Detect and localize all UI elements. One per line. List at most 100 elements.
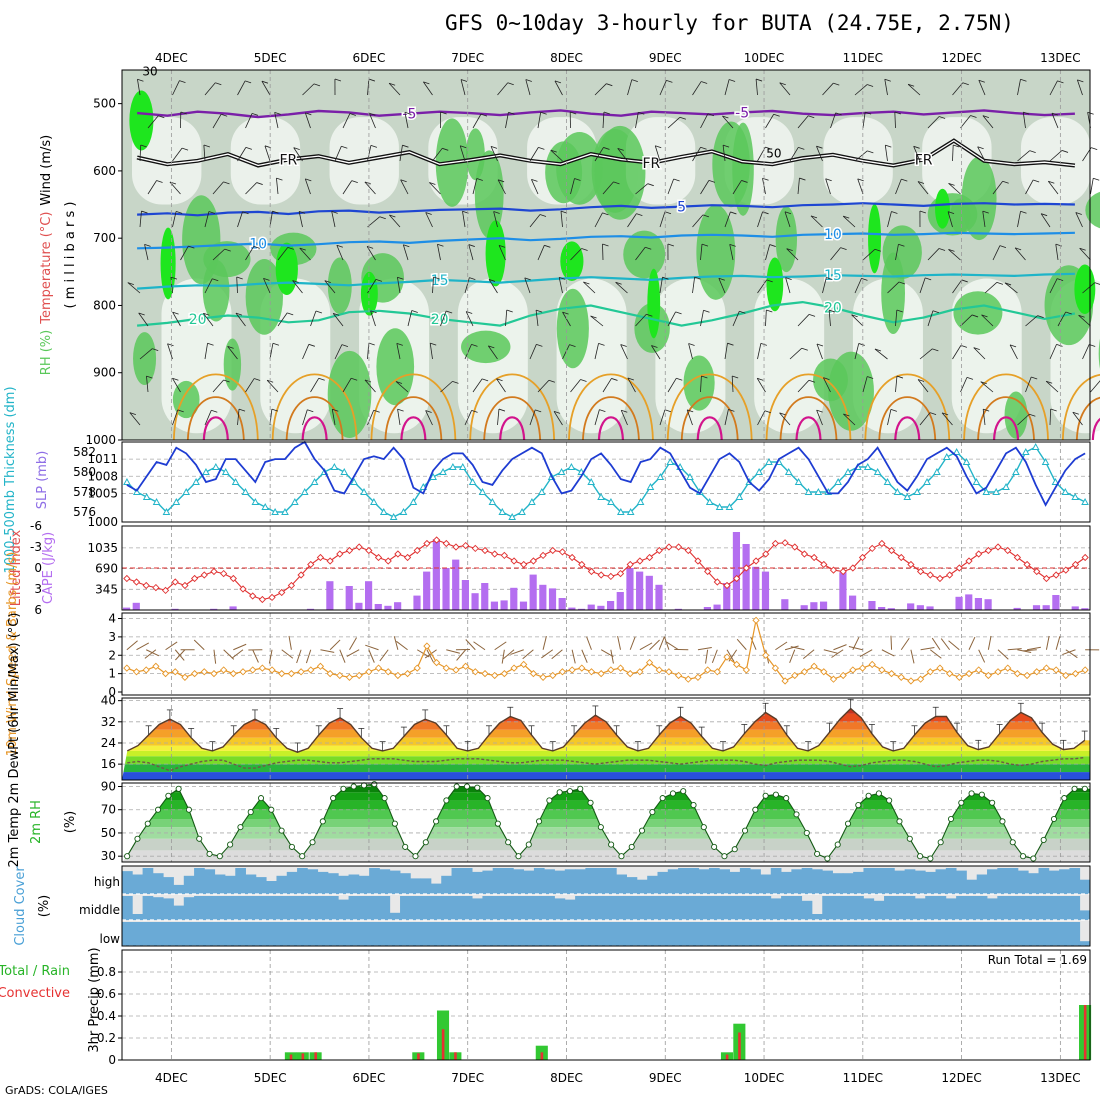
wind-barb bbox=[1075, 212, 1083, 228]
slp-tick-label: 1005 bbox=[87, 486, 118, 500]
wind-barb bbox=[379, 649, 389, 662]
cape-bar bbox=[974, 598, 983, 610]
wind-barb bbox=[510, 649, 524, 655]
lifted-index-point bbox=[858, 553, 867, 562]
cape-bar bbox=[1042, 605, 1050, 610]
cape-bar bbox=[607, 601, 615, 610]
wind-barb bbox=[960, 314, 973, 327]
run-total-label: Run Total = 1.69 bbox=[988, 953, 1087, 967]
wind-barb bbox=[1020, 210, 1027, 214]
contour-label: -5 bbox=[402, 107, 416, 123]
rh-moist-patch bbox=[696, 204, 736, 300]
wind-barb bbox=[692, 214, 704, 228]
wind-barb bbox=[1078, 315, 1091, 327]
rh-point bbox=[257, 795, 265, 802]
thickness-point bbox=[933, 467, 941, 475]
wind-barb bbox=[223, 379, 230, 383]
wind-barb bbox=[919, 348, 933, 360]
thickness-point bbox=[202, 467, 210, 475]
lifted-index-point bbox=[723, 581, 731, 590]
wind-barb bbox=[367, 343, 370, 360]
wind-barb bbox=[649, 639, 660, 651]
thickness-point bbox=[221, 467, 230, 475]
rh-point bbox=[433, 818, 440, 825]
y-tick-label: 4 bbox=[108, 612, 116, 626]
wind-barb bbox=[862, 376, 868, 393]
cloud-bar bbox=[760, 896, 772, 920]
wind-barb bbox=[627, 213, 637, 228]
cloud-bar bbox=[873, 868, 885, 894]
rh-point bbox=[484, 795, 491, 802]
thickness-point bbox=[439, 467, 447, 475]
precip-convective-bar bbox=[725, 1054, 729, 1060]
warm-contour bbox=[370, 373, 457, 441]
wind-barb bbox=[172, 377, 179, 381]
wind-barb bbox=[960, 377, 968, 393]
lifted-index-point bbox=[897, 553, 905, 562]
cloud-bar bbox=[966, 896, 978, 920]
rh-point bbox=[999, 818, 1006, 825]
x-tick-label: 5DEC bbox=[254, 51, 287, 65]
wind-barb bbox=[203, 312, 210, 316]
rh-point bbox=[597, 824, 604, 831]
isotherm-line bbox=[137, 202, 1075, 217]
thickness-point bbox=[468, 477, 477, 485]
wind-barb bbox=[724, 211, 731, 228]
cape-bar bbox=[916, 605, 924, 610]
wind-barb bbox=[364, 181, 376, 195]
wind-axis-label: 10m Wind Speed & Barbs (m/s) bbox=[5, 552, 20, 757]
cloud-bar bbox=[451, 868, 463, 894]
wind-barb bbox=[1051, 112, 1059, 116]
cloud-bar bbox=[235, 868, 246, 894]
wind-speed-point bbox=[413, 664, 421, 672]
thickness-point bbox=[567, 462, 576, 470]
thickness-point bbox=[715, 502, 724, 510]
wind-barb bbox=[175, 211, 183, 214]
temp-band bbox=[122, 721, 1090, 730]
wind-barb bbox=[659, 409, 666, 426]
lifted-index-point bbox=[471, 544, 479, 553]
wind-barb bbox=[277, 247, 289, 261]
cloud-bar bbox=[956, 870, 967, 894]
wind-barb bbox=[722, 144, 730, 148]
wind-barb bbox=[700, 180, 710, 195]
lifted-index-point bbox=[791, 543, 799, 551]
cloud-bar bbox=[441, 922, 452, 946]
cape-bar bbox=[1052, 595, 1060, 610]
wind-barb bbox=[212, 379, 224, 393]
wind-speed-point bbox=[403, 669, 412, 678]
cloud-bar bbox=[1059, 922, 1070, 946]
wind-barb bbox=[465, 639, 476, 651]
rh-saturated-patch bbox=[560, 241, 584, 282]
cloud-bar bbox=[492, 922, 504, 946]
isotherm-line bbox=[136, 109, 1075, 119]
wind-barb bbox=[529, 147, 539, 162]
lifted-index-point bbox=[1081, 553, 1089, 562]
cloud-bar bbox=[194, 922, 205, 946]
cloud-bar bbox=[400, 922, 411, 946]
cloud-bar bbox=[533, 922, 545, 946]
wind-barb bbox=[460, 79, 468, 82]
cloud-bar bbox=[1007, 896, 1019, 920]
thickness-point bbox=[379, 507, 388, 515]
wind-barb bbox=[1020, 78, 1027, 82]
cloud-bar bbox=[698, 896, 710, 920]
wind-barb bbox=[400, 179, 409, 195]
lifted-index-point bbox=[665, 543, 673, 551]
cloud-bar bbox=[698, 869, 710, 894]
wind-barb bbox=[981, 314, 988, 318]
wind-barb bbox=[727, 342, 734, 346]
rh-point bbox=[844, 820, 852, 827]
wind-barb bbox=[473, 641, 486, 651]
wind-speed-point bbox=[1033, 668, 1041, 676]
cloud-bar bbox=[822, 870, 833, 894]
wind-barb bbox=[147, 180, 157, 195]
wind-barb bbox=[562, 311, 571, 327]
wind-speed-point bbox=[558, 668, 567, 676]
wind-barb bbox=[784, 645, 799, 651]
cape-bar bbox=[539, 584, 547, 610]
cloud-bar bbox=[987, 898, 998, 920]
thickness-point bbox=[636, 497, 645, 505]
wind-barb bbox=[673, 178, 680, 182]
rh-point bbox=[1020, 853, 1027, 860]
